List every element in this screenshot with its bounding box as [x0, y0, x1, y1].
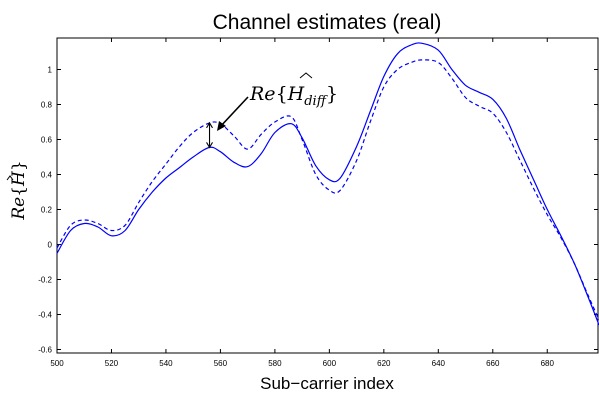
annotation-arrowhead-top: [206, 121, 213, 129]
y-tick-label: -0.4: [38, 311, 52, 320]
y-label-hat-mark: [6, 175, 14, 181]
annotation-base: Re: [249, 83, 276, 105]
y-axis-label: Re{H}: [9, 160, 29, 220]
annotation-arrowhead-bottom: [206, 142, 213, 149]
plot-area: 500 520 540 560 580 600 620 640 660 680 -0.6 -0.4 -0…: [38, 37, 599, 368]
x-tick-label: 540: [159, 359, 173, 368]
annotation-symbol: H: [287, 83, 305, 105]
x-tick-label: 580: [268, 359, 282, 368]
y-tick-label: 0.8: [41, 101, 53, 110]
y-tick-label: -0.6: [38, 346, 52, 355]
annotation-hat-mark: [299, 72, 313, 79]
x-tick-label: 520: [105, 359, 119, 368]
annotation-close-brace: }: [326, 83, 338, 105]
chart-title: Channel estimates (real): [213, 11, 442, 34]
x-tick-label: 660: [486, 359, 500, 368]
y-tick-label: -0.2: [38, 276, 52, 285]
annotation-pointer-line: [218, 96, 249, 129]
annotation-open-brace: {: [276, 83, 288, 105]
y-tick-label: 1: [48, 66, 53, 75]
y-tick-label: 0.4: [41, 171, 53, 180]
annotation-subscript: diff: [304, 94, 328, 109]
annotation-label: Re{Hdiff}: [249, 83, 338, 109]
annotation-pointer-head: [217, 121, 226, 131]
y-label-open-brace: {: [9, 186, 29, 197]
solid-series-line: [56, 42, 599, 326]
x-tick-label: 640: [432, 359, 446, 368]
dashed-series-line: [56, 59, 599, 321]
y-label-hat: [6, 175, 14, 181]
x-tick-label: 500: [50, 359, 64, 368]
x-axis-label: Sub−carrier index: [260, 374, 394, 393]
y-label-symbol: H: [9, 170, 29, 187]
y-tick-label: 0.2: [41, 206, 53, 215]
x-tick-label: 560: [214, 359, 228, 368]
y-tick-label: 0: [48, 241, 53, 250]
y-tick-label: 0.6: [41, 136, 53, 145]
x-tick-label: 620: [377, 359, 391, 368]
y-label-close-brace: }: [9, 160, 29, 171]
x-tick-label: 600: [323, 359, 337, 368]
x-tick-label: 680: [541, 359, 555, 368]
plot-frame: [56, 37, 599, 354]
y-label-base: Re: [9, 197, 29, 221]
